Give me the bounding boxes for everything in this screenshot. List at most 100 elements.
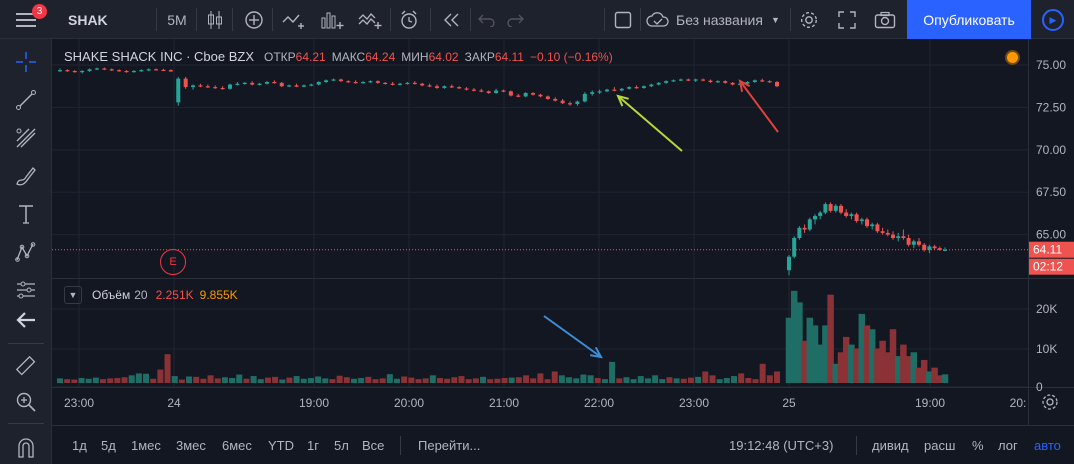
- volume-bar: [863, 325, 871, 383]
- range-all[interactable]: Все: [362, 438, 385, 453]
- candle-body: [865, 219, 869, 227]
- candle-body: [198, 85, 203, 87]
- log-toggle[interactable]: лог: [998, 438, 1018, 453]
- divider: [856, 436, 857, 455]
- publish-button[interactable]: Опубликовать: [907, 0, 1031, 39]
- text-tool[interactable]: [0, 197, 52, 231]
- volume-bar: [659, 379, 666, 383]
- symbol-search-button[interactable]: SHAK: [68, 11, 108, 28]
- volume-bar: [164, 354, 171, 383]
- drawing-toolbar: [0, 39, 52, 464]
- candle-body: [627, 87, 632, 89]
- candle-body: [775, 82, 779, 87]
- volume-bar: [900, 344, 907, 383]
- candle-body: [309, 84, 314, 86]
- clock[interactable]: 19:12:48 (UTC+3): [729, 438, 834, 453]
- dividends-toggle[interactable]: дивид: [872, 438, 909, 453]
- volume-bar: [941, 374, 949, 383]
- volume-bar: [236, 374, 243, 383]
- change-value: −0.10 (−0.16%): [529, 50, 613, 64]
- earnings-badge[interactable]: E: [160, 249, 186, 275]
- undo-icon: [478, 14, 495, 27]
- financials-button[interactable]: [314, 0, 350, 39]
- candle-body: [486, 91, 491, 94]
- range-ytd[interactable]: YTD: [268, 438, 294, 453]
- volume-bar: [78, 378, 85, 383]
- screenshot-button[interactable]: [868, 0, 902, 39]
- alert-button[interactable]: [392, 0, 428, 39]
- back-tool[interactable]: [0, 303, 52, 337]
- axis-settings-icon[interactable]: [1042, 394, 1058, 410]
- pattern-tool[interactable]: [0, 235, 52, 269]
- range-3m[interactable]: 3мес: [176, 438, 206, 453]
- divider: [390, 8, 391, 31]
- price-chart[interactable]: 75.0072.5070.0067.5065.0064.1102:1220K10…: [52, 39, 1074, 425]
- layout-button[interactable]: [608, 0, 638, 39]
- percent-toggle[interactable]: %: [972, 438, 984, 453]
- range-1y[interactable]: 1г: [307, 438, 319, 453]
- cloud-icon: [646, 11, 669, 27]
- zoom-tool[interactable]: [0, 385, 52, 419]
- play-button[interactable]: ▶: [1036, 5, 1070, 35]
- magnet-tool[interactable]: [0, 431, 52, 464]
- templates-button[interactable]: [352, 0, 388, 39]
- compare-button[interactable]: [236, 0, 272, 39]
- volume-bar: [566, 377, 573, 383]
- crosshair-tool[interactable]: [0, 45, 52, 79]
- save-layout-button[interactable]: Без названия ▼: [646, 0, 792, 39]
- undo-button[interactable]: [474, 0, 500, 39]
- candle-body: [501, 90, 506, 92]
- volume-bar: [806, 317, 814, 383]
- volume-bar: [264, 377, 271, 383]
- range-1d[interactable]: 1д: [72, 438, 87, 453]
- volume-bar: [601, 379, 608, 383]
- symbol-name: SHAKE SHACK INC · Cboe BZX: [64, 49, 254, 64]
- candle-body: [634, 87, 639, 89]
- auto-toggle[interactable]: авто: [1034, 438, 1061, 453]
- volume-bar: [107, 378, 114, 383]
- volume-bar: [315, 376, 322, 383]
- chart-type-button[interactable]: [198, 0, 232, 39]
- volume-bar: [401, 376, 408, 383]
- candle-body: [368, 81, 373, 83]
- play-icon: ▶: [1042, 9, 1064, 31]
- menu-button[interactable]: 3: [0, 0, 52, 39]
- range-1m[interactable]: 1мес: [131, 438, 161, 453]
- candle-body: [854, 214, 859, 222]
- collapse-chevron-icon[interactable]: ▼: [64, 286, 82, 304]
- annotation-arrow-red-head: [738, 79, 751, 92]
- candle-body: [146, 69, 151, 71]
- redo-button[interactable]: [502, 0, 528, 39]
- candle-body: [813, 215, 817, 220]
- extended-hours-toggle[interactable]: расш: [924, 438, 956, 453]
- fib-tool[interactable]: [0, 121, 52, 155]
- range-6m[interactable]: 6мес: [222, 438, 252, 453]
- volume-bar: [508, 377, 515, 383]
- prediction-tool[interactable]: [0, 273, 52, 307]
- settings-button[interactable]: [792, 0, 826, 39]
- goto-button[interactable]: Перейти...: [418, 438, 481, 453]
- replay-button[interactable]: [434, 0, 470, 39]
- chart-area[interactable]: 75.00 72.50 70.00 67.50 65.00 64.11 02:12 20K 10…: [52, 39, 1074, 425]
- pitchfork-icon: [16, 128, 36, 148]
- range-5y[interactable]: 5л: [334, 438, 349, 453]
- interval-button[interactable]: 5M: [167, 11, 187, 28]
- divider: [604, 8, 605, 31]
- ruler-tool[interactable]: [0, 349, 52, 383]
- volume-bar: [644, 378, 651, 383]
- volume-bar: [587, 375, 594, 383]
- candle-body: [604, 89, 609, 92]
- candle-body: [375, 81, 380, 83]
- candle-body: [708, 80, 713, 82]
- candle-body: [932, 246, 937, 249]
- candle-body: [896, 236, 901, 238]
- fullscreen-button[interactable]: [830, 0, 864, 39]
- market-status-icon[interactable]: [1005, 50, 1020, 65]
- volume-bar: [785, 317, 793, 383]
- indicators-button[interactable]: [276, 0, 312, 39]
- divider: [470, 8, 471, 31]
- range-5d[interactable]: 5д: [101, 438, 116, 453]
- trend-line-tool[interactable]: [0, 83, 52, 117]
- crosshair-icon: [16, 52, 36, 72]
- brush-tool[interactable]: [0, 159, 52, 193]
